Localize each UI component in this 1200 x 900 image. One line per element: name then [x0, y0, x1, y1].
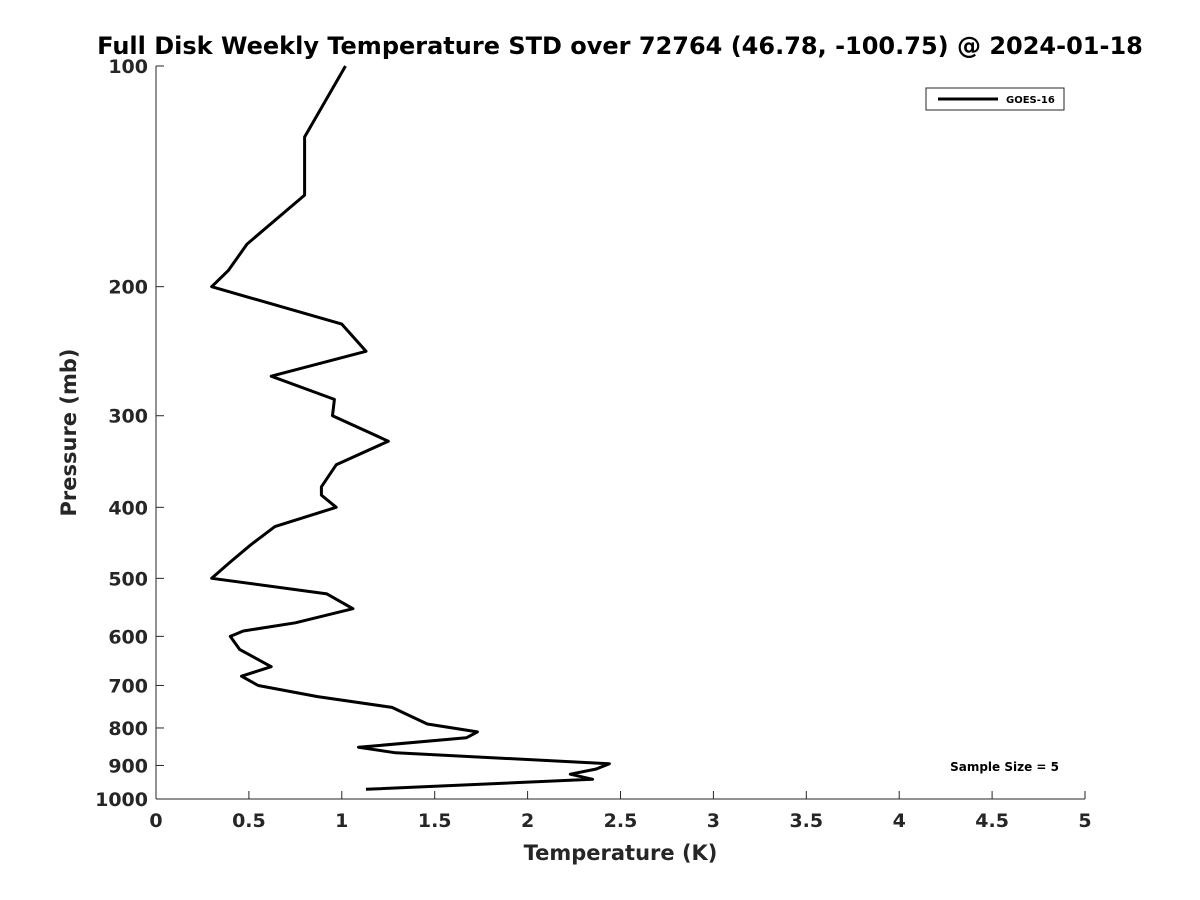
y-tick-label: 800: [108, 718, 148, 740]
series-line-goes-16: [210, 65, 611, 791]
x-tick-label: 4: [893, 810, 906, 832]
y-tick-label: 300: [108, 406, 148, 428]
x-tick-label: 0.5: [232, 810, 266, 832]
x-tick-label: 2: [521, 810, 534, 832]
y-tick-label: 600: [108, 626, 148, 648]
x-tick-label: 5: [1078, 810, 1091, 832]
legend: GOES-16: [925, 87, 1065, 111]
chart-title: Full Disk Weekly Temperature STD over 72…: [97, 32, 1143, 60]
plot-area: [156, 66, 1085, 799]
y-tick-label: 200: [108, 277, 148, 299]
x-tick-label: 3: [707, 810, 720, 832]
y-axis-ticks: 100 200 300 400 500 600 700 800 900 1000: [95, 56, 164, 811]
x-tick-label: 3.5: [789, 810, 823, 832]
y-tick-label: 500: [108, 568, 148, 590]
y-tick-label: 400: [108, 497, 148, 519]
y-tick-label: 100: [108, 56, 148, 78]
x-tick-label: 0: [149, 810, 162, 832]
x-tick-label: 1: [335, 810, 348, 832]
y-axis-label: Pressure (mb): [57, 349, 81, 517]
x-axis-label: Temperature (K): [524, 841, 718, 865]
x-axis-ticks: 0 0.5 1 1.5 2 2.5 3 3.5 4 4.5 5: [149, 791, 1092, 832]
sample-size-annotation: Sample Size = 5: [950, 760, 1059, 774]
x-tick-label: 1.5: [418, 810, 452, 832]
x-tick-label: 4.5: [975, 810, 1009, 832]
y-tick-label: 900: [108, 755, 148, 777]
series-layer: [210, 65, 611, 791]
y-tick-label: 700: [108, 675, 148, 697]
x-tick-label: 2.5: [604, 810, 638, 832]
legend-label: GOES-16: [1006, 95, 1055, 106]
y-tick-label: 1000: [95, 789, 148, 811]
